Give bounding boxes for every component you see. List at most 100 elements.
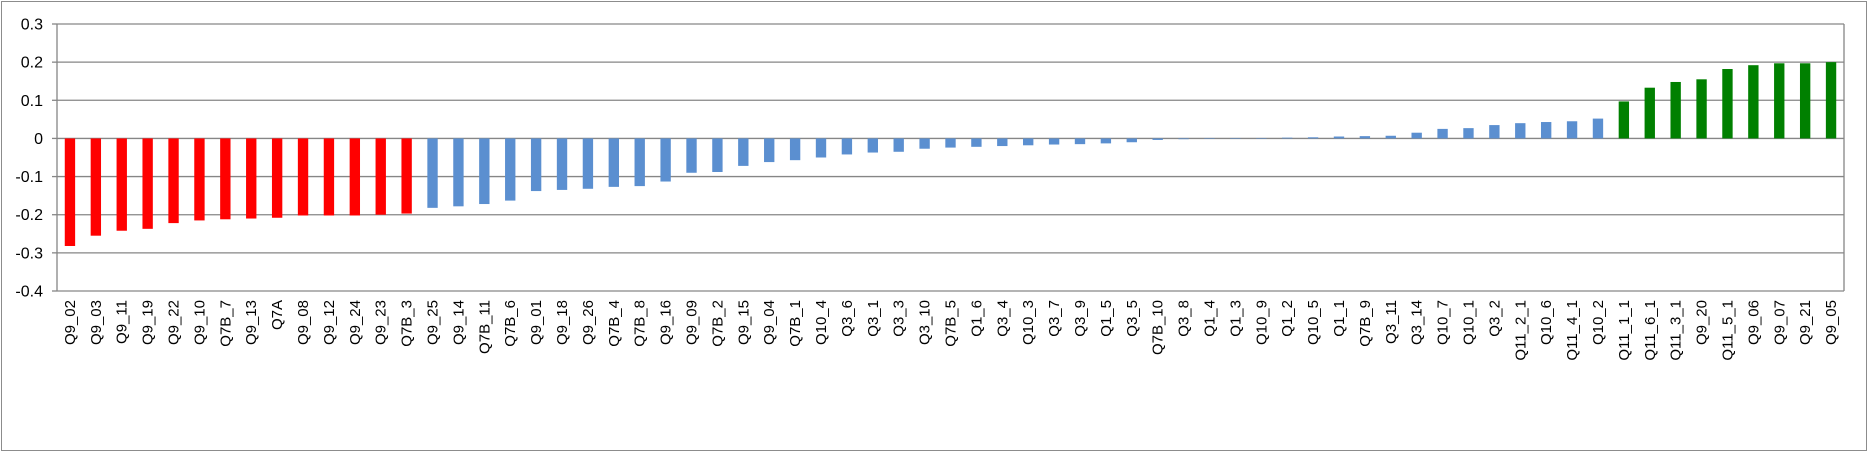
y-tick-label: 0.1 (21, 93, 43, 110)
bar-q7b-4 (608, 138, 619, 187)
x-tick-label: Q3_9 (1072, 300, 1089, 337)
x-tick-label: Q9_25 (425, 300, 442, 345)
bar-q7b-10 (1152, 138, 1163, 140)
bar-q1-4 (1204, 138, 1215, 139)
bar-q3-14 (1411, 132, 1422, 139)
bar-q9-20 (1696, 79, 1707, 139)
x-tick-label: Q7B_10 (1150, 300, 1167, 355)
bar-q9-12 (323, 138, 335, 216)
bar-q11-4-1 (1566, 121, 1578, 139)
x-tick-label: Q3_3 (891, 300, 908, 337)
bar-q1-1 (1333, 136, 1345, 139)
bar-q9-09 (686, 138, 697, 173)
bar-q9-11 (116, 138, 127, 231)
bar-q3-6 (841, 138, 853, 155)
y-tick-label: -0.4 (15, 284, 43, 301)
x-tick-label: Q9_26 (580, 300, 597, 345)
bar-q3-9 (1074, 138, 1086, 145)
bar-q11-6-1 (1644, 87, 1655, 139)
x-tick-label: Q10_3 (1020, 300, 1037, 345)
bar-q9-05 (1825, 62, 1837, 139)
bar-q7b-8 (634, 138, 645, 187)
bar-q11-3-1 (1670, 81, 1681, 139)
bar-q3-7 (1048, 138, 1060, 145)
bar-q3-3 (893, 138, 904, 152)
bar-q7b-3 (401, 138, 412, 214)
x-tick-label: Q9_22 (166, 300, 183, 345)
x-tick-label: Q9_21 (1797, 300, 1814, 345)
x-tick-label: Q7B_7 (217, 300, 234, 347)
bar-q9-26 (582, 138, 594, 189)
x-tick-label: Q3_11 (1383, 300, 1400, 344)
bar-q3-5 (1126, 138, 1137, 143)
x-tick-label: Q9_10 (191, 300, 208, 345)
x-tick-label: Q9_12 (321, 300, 338, 345)
x-tick-label: Q3_2 (1486, 300, 1503, 337)
bar-q7b-11 (479, 138, 490, 205)
x-tick-label: Q10_1 (1460, 300, 1477, 345)
bar-q10-5 (1307, 137, 1319, 139)
x-tick-label: Q9_09 (684, 300, 701, 345)
x-tick-label: Q7B_3 (399, 300, 416, 347)
x-tick-label: Q3_7 (1046, 300, 1063, 337)
bar-q3-4 (997, 138, 1008, 147)
x-tick-label: Q10_5 (1305, 300, 1322, 345)
x-tick-label: Q3_10 (917, 300, 934, 345)
x-axis-labels: Q9_02 Q9_03 Q9_11 Q9_19 Q9_22 Q9_10 Q7B_7 Q9_13… (62, 300, 1840, 361)
x-tick-label: Q9_05 (1823, 300, 1840, 345)
bars (64, 62, 1837, 246)
bar-q7b-7 (220, 138, 231, 220)
bar-q10-9 (1256, 138, 1267, 139)
x-tick-label: Q11_3_1 (1668, 300, 1685, 361)
bar-q9-16 (660, 138, 671, 182)
x-tick-label: Q9_06 (1745, 300, 1762, 345)
bar-q3-2 (1489, 125, 1500, 139)
bar-q7b-6 (505, 138, 516, 201)
x-tick-label: Q7B_8 (632, 300, 649, 347)
bar-q9-03 (90, 138, 102, 236)
x-tick-label: Q7B_6 (502, 300, 519, 347)
bar-q9-10 (194, 138, 205, 221)
x-tick-label: Q3_8 (1176, 300, 1193, 337)
y-tick-label: 0 (34, 131, 43, 148)
x-tick-label: Q3_5 (1124, 300, 1141, 337)
bar-q9-08 (297, 138, 309, 216)
x-tick-label: Q3_14 (1409, 300, 1426, 345)
x-tick-label: Q7B_4 (606, 300, 623, 347)
x-tick-label: Q7B_11 (476, 300, 493, 354)
x-tick-label: Q9_11 (114, 300, 131, 344)
x-tick-label: Q9_03 (88, 300, 105, 345)
bar-q9-22 (168, 138, 179, 224)
bar-q7b-2 (712, 138, 723, 172)
x-tick-label: Q9_18 (554, 300, 571, 345)
x-tick-label: Q3_4 (994, 300, 1011, 337)
y-tick-label: 0.2 (21, 55, 43, 72)
bar-q9-01 (530, 138, 542, 192)
bar-q9-14 (453, 138, 464, 207)
x-tick-label: Q9_04 (761, 300, 778, 345)
y-tick-label: -0.2 (15, 207, 43, 224)
x-tick-label: Q7B_1 (787, 300, 804, 347)
bar-q7b-5 (945, 138, 956, 148)
x-tick-label: Q7B_9 (1357, 300, 1374, 347)
bar-q1-6 (971, 138, 982, 147)
bar-q3-1 (867, 138, 878, 153)
x-tick-label: Q11_1_1 (1616, 300, 1633, 361)
x-tick-label: Q10_2 (1590, 300, 1607, 345)
bar-q9-02 (64, 138, 76, 246)
bar-q9-06 (1748, 65, 1759, 139)
x-tick-label: Q9_23 (373, 300, 390, 345)
x-tick-label: Q11_4_1 (1564, 300, 1581, 361)
bar-q3-10 (919, 138, 930, 149)
x-tick-label: Q7B_5 (943, 300, 960, 347)
bar-q7b-9 (1359, 136, 1371, 139)
x-tick-label: Q1_4 (1201, 300, 1218, 337)
x-tick-label: Q10_4 (813, 300, 830, 345)
x-tick-label: Q10_7 (1435, 300, 1452, 345)
x-tick-label: Q1_1 (1331, 300, 1348, 337)
x-tick-label: Q3_1 (865, 300, 882, 337)
y-tick-label: 0.3 (21, 17, 43, 34)
x-tick-label: Q9_24 (347, 300, 364, 345)
